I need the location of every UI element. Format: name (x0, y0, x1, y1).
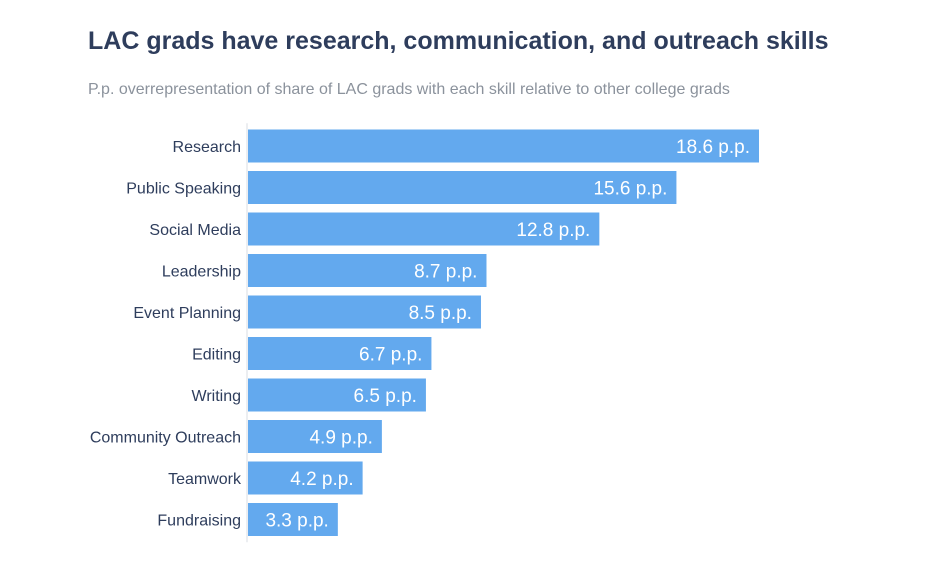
bar-editing (248, 337, 432, 370)
value-label: 4.9 p.p. (309, 428, 372, 449)
category-label: Leadership (162, 264, 241, 281)
value-label: 4.2 p.p. (290, 469, 353, 490)
category-label: Social Media (149, 222, 241, 239)
value-label: 6.5 p.p. (354, 386, 417, 407)
value-label: 3.3 p.p. (265, 511, 328, 532)
bar-community-outreach (248, 420, 382, 453)
chart-title: LAC grads have research, communication, … (88, 27, 829, 55)
bar-social-media (248, 212, 600, 246)
bar-leadership (248, 254, 487, 287)
value-label: 15.6 p.p. (593, 179, 667, 200)
value-label: 18.6 p.p. (676, 137, 750, 158)
category-label: Community Outreach (90, 430, 241, 447)
chart-subtitle: P.p. overrepresentation of share of LAC … (88, 81, 730, 98)
bar-event-planning (248, 295, 481, 329)
bar-fundraising (248, 503, 338, 536)
value-label: 8.7 p.p. (414, 262, 477, 283)
category-label: Teamwork (168, 471, 242, 488)
value-label: 8.5 p.p. (409, 303, 472, 324)
category-label: Fundraising (157, 513, 241, 530)
category-label: Public Speaking (126, 181, 241, 198)
bar-research (248, 129, 759, 163)
bar-teamwork (248, 461, 363, 495)
category-label: Writing (192, 388, 242, 405)
bar-writing (248, 378, 426, 412)
value-label: 6.7 p.p. (359, 345, 422, 366)
category-label: Event Planning (133, 305, 241, 322)
bar-public-speaking (248, 171, 677, 204)
category-label: Editing (192, 347, 241, 364)
value-label: 12.8 p.p. (516, 220, 590, 241)
category-label: Research (173, 139, 241, 156)
